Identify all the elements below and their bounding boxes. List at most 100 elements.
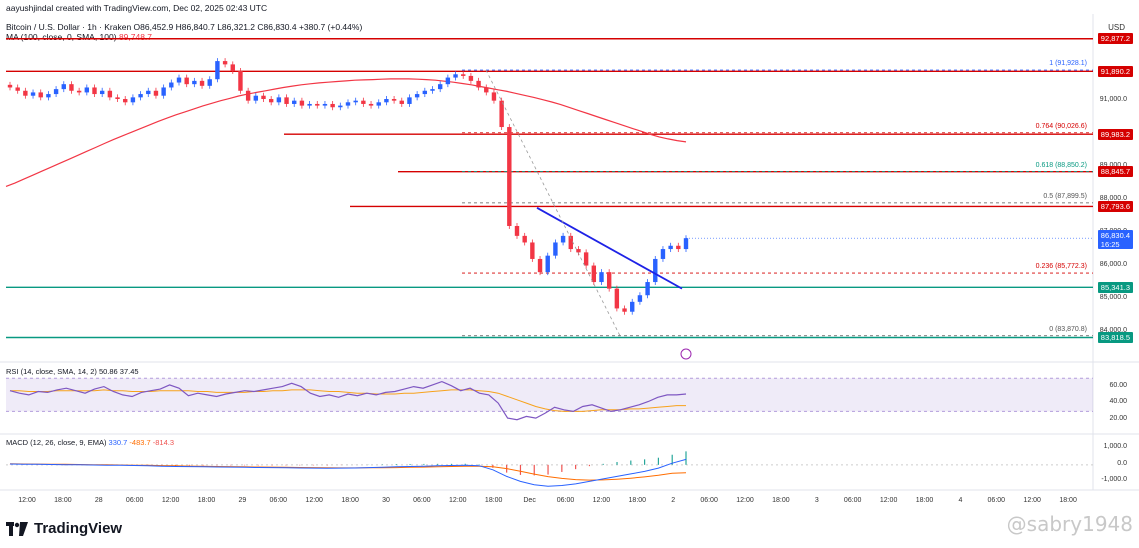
- time-tick-label: 12:00: [305, 497, 323, 504]
- candle-body: [92, 87, 97, 95]
- time-tick-label: 12:00: [18, 497, 36, 504]
- candle-body: [537, 258, 543, 273]
- price-tick-label: 85,000.0: [1099, 293, 1127, 301]
- candle-body: [338, 105, 343, 108]
- time-tick-label: 4: [958, 497, 963, 504]
- fib-level-label: 0.5 (87,899.5): [1043, 192, 1087, 200]
- time-tick-label: 18:00: [915, 497, 934, 504]
- candle-body: [414, 94, 420, 98]
- time-tick-label: 28: [94, 497, 103, 504]
- time-tick-label: 06:00: [843, 497, 862, 504]
- candle-body: [46, 94, 51, 98]
- macd-tick-label: 1,000.0: [1103, 443, 1127, 451]
- macd-line: [9, 458, 687, 487]
- time-tick-label: 18:00: [1059, 497, 1077, 504]
- candle-body: [284, 97, 289, 104]
- candle-body: [499, 100, 504, 128]
- candle-body: [69, 84, 74, 91]
- candle-body: [84, 87, 90, 93]
- candle-body: [30, 92, 36, 96]
- candle-body: [399, 100, 404, 104]
- candle-body: [676, 245, 681, 250]
- candle-body: [653, 258, 658, 283]
- candle-body: [437, 84, 443, 90]
- candle-body: [276, 97, 282, 103]
- candle-body: [514, 225, 520, 236]
- macd-header: MACD (12, 26, close, 9, EMA) 330.7 -483.…: [6, 438, 175, 447]
- time-tick-label: 12:00: [1023, 497, 1041, 504]
- candle-body: [461, 74, 466, 76]
- rsi-header: RSI (14, close, SMA, 14, 2) 50.86 37.45: [6, 367, 139, 376]
- candle-body: [15, 87, 20, 91]
- time-tick-label: 30: [382, 497, 390, 504]
- candle-body: [169, 82, 174, 88]
- time-tick-label: Dec: [523, 497, 536, 504]
- candle-body: [61, 84, 66, 90]
- tradingview-logo-icon: [6, 521, 28, 536]
- candle-body: [491, 92, 497, 101]
- rsi-tick-label: 60.00: [1109, 381, 1127, 389]
- candle-body: [583, 252, 589, 266]
- horizontal-level-tag: 85,341.3: [1097, 281, 1133, 293]
- candle-body: [23, 90, 28, 96]
- time-tick-label: 12:00: [161, 497, 180, 504]
- candle-body: [330, 103, 335, 108]
- time-tick-label: 18:00: [341, 497, 359, 504]
- brand-name: TradingView: [34, 520, 123, 537]
- candle-body: [322, 103, 328, 106]
- candle-body: [261, 95, 266, 100]
- candle-body: [660, 249, 666, 259]
- time-tick-label: 18:00: [772, 497, 790, 504]
- candle-body: [376, 102, 381, 106]
- candle-body: [307, 103, 312, 106]
- candle-body: [99, 90, 105, 95]
- bearish-trend-line: [536, 207, 683, 290]
- candle-body: [292, 100, 297, 104]
- candle-body: [38, 92, 43, 98]
- price-tick-label: 91,000.0: [1099, 95, 1127, 103]
- candle-body: [184, 77, 189, 85]
- fib-level-label: 0.236 (85,772.3): [1035, 263, 1087, 271]
- candle-body: [430, 89, 435, 91]
- price-tick-label: 88,000.0: [1099, 194, 1127, 202]
- candle-body: [76, 90, 82, 93]
- candle-body: [391, 99, 397, 101]
- candle-body: [230, 64, 235, 71]
- candle-body: [445, 77, 451, 85]
- fib-level-label: 0.618 (88,850.2): [1035, 161, 1087, 169]
- time-tick-label: 06:00: [413, 497, 431, 504]
- candle-body: [576, 249, 581, 253]
- fib-level-label: 0.764 (90,026.6): [1035, 122, 1087, 130]
- candle-body: [207, 79, 212, 86]
- rsi-band: [6, 378, 1093, 412]
- fib-level-label: 1 (91,928.1): [1049, 60, 1087, 68]
- time-tick-label: 06:00: [700, 497, 718, 504]
- current-price-tag: 86,830.4 16:25: [1097, 230, 1133, 250]
- candle-body: [222, 61, 228, 65]
- macd-tick-label: -1,000.0: [1101, 476, 1127, 484]
- candle-body: [130, 97, 136, 103]
- candle-body: [253, 95, 259, 101]
- macd-value: -814.3: [152, 438, 175, 447]
- candle-body: [368, 103, 374, 106]
- candle-body: [683, 238, 689, 250]
- rsi-tick-label: 40.00: [1109, 398, 1127, 406]
- candle-body: [606, 272, 612, 289]
- time-tick-label: 12:00: [449, 497, 467, 504]
- time-tick-label: 18:00: [484, 497, 503, 504]
- candle-body: [192, 80, 197, 85]
- candle-body: [453, 74, 458, 78]
- candle-body: [645, 282, 650, 296]
- time-tick-label: 12:00: [879, 497, 898, 504]
- candle-body: [407, 97, 412, 104]
- candle-body: [568, 235, 573, 250]
- candle-body: [107, 90, 113, 98]
- candle-body: [345, 102, 351, 106]
- candle-body: [146, 90, 151, 95]
- time-tick-label: 3: [814, 497, 819, 504]
- rsi-tick-label: 20.00: [1109, 414, 1127, 422]
- event-marker-icon: [680, 348, 692, 360]
- horizontal-level-tag: 88,845.7: [1097, 166, 1133, 178]
- horizontal-level-tag: 87,793.6: [1097, 200, 1133, 212]
